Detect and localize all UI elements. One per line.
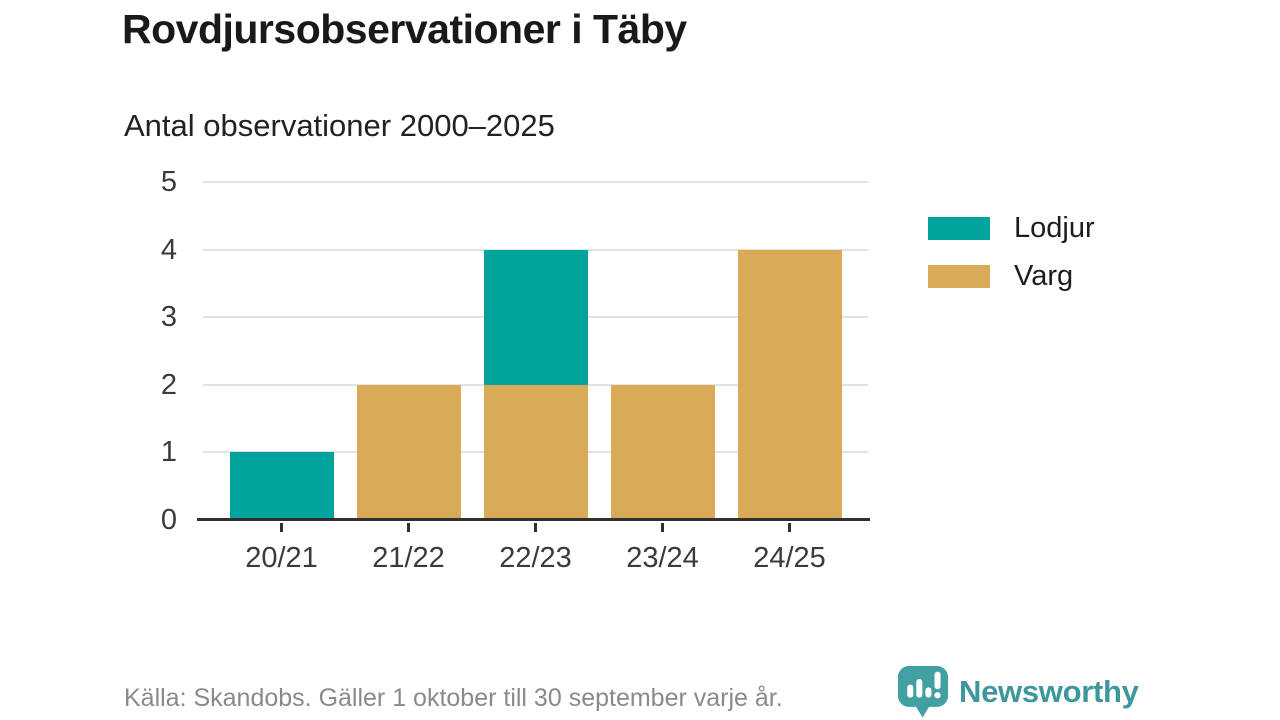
y-axis-tick-label: 1 bbox=[160, 436, 177, 469]
x-axis-tick-label: 24/25 bbox=[753, 542, 826, 574]
y-axis-tick-label: 5 bbox=[160, 166, 177, 198]
x-axis-tick-label: 22/23 bbox=[499, 542, 572, 574]
chart-title: Rovdjursobservationer i Täby bbox=[122, 6, 687, 52]
legend-swatch-lodjur bbox=[928, 216, 990, 240]
legend-item-lodjur: Lodjur bbox=[928, 212, 1095, 244]
bar-chart-plot-area: 0 1 2 3 4 5 20/21 21/22 22/23 23/24 24/25 bbox=[161, 166, 870, 574]
x-axis-tick-label: 23/24 bbox=[626, 542, 699, 574]
x-axis-tick bbox=[407, 523, 410, 532]
bar-segment-lodjur-20-21 bbox=[229, 452, 334, 520]
y-axis-tick-label: 3 bbox=[160, 301, 177, 334]
legend-swatch-varg bbox=[928, 264, 990, 288]
y-axis-tick-label: 2 bbox=[160, 368, 177, 401]
y-axis-tick-label: 0 bbox=[160, 504, 177, 536]
y-axis-tick-label: 4 bbox=[160, 233, 177, 266]
legend-label: Lodjur bbox=[1014, 212, 1095, 244]
chart-legend: Lodjur Varg bbox=[928, 212, 1095, 311]
x-axis-line bbox=[197, 518, 870, 521]
x-axis-tick bbox=[661, 523, 664, 532]
bar-segment-varg-22-23 bbox=[483, 384, 588, 520]
bar-segment-lodjur-22-23 bbox=[483, 249, 588, 385]
x-axis-tick bbox=[534, 523, 537, 532]
newsworthy-speech-bubble-icon bbox=[897, 666, 949, 718]
gridline-y-4 bbox=[203, 248, 868, 251]
legend-item-varg: Varg bbox=[928, 260, 1095, 292]
newsworthy-wordmark: Newsworthy bbox=[959, 674, 1139, 709]
source-note: Källa: Skandobs. Gäller 1 oktober till 3… bbox=[124, 684, 783, 712]
bar-segment-varg-24-25 bbox=[737, 249, 842, 520]
bar-segment-varg-23-24 bbox=[610, 384, 715, 520]
x-axis-tick-label: 20/21 bbox=[245, 542, 318, 574]
x-axis-tick-label: 21/22 bbox=[372, 542, 445, 574]
x-axis-tick bbox=[280, 523, 283, 532]
gridline-y-5 bbox=[203, 181, 868, 183]
newsworthy-logo: Newsworthy bbox=[897, 665, 1139, 719]
chart-subtitle: Antal observationer 2000–2025 bbox=[124, 108, 555, 143]
legend-label: Varg bbox=[1014, 260, 1074, 292]
bar-segment-varg-21-22 bbox=[356, 384, 461, 520]
x-axis-tick bbox=[788, 523, 791, 532]
